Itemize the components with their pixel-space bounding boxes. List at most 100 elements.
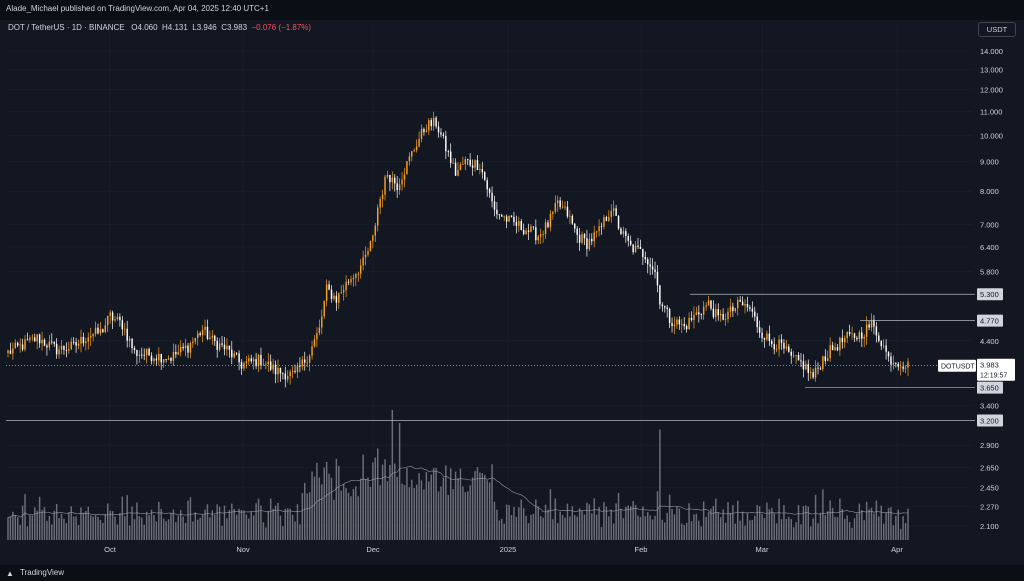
candle: [812, 372, 814, 378]
candle: [97, 327, 99, 334]
candle: [749, 307, 751, 309]
volume-bar: [124, 516, 126, 540]
volume-bar: [204, 509, 206, 540]
candle: [26, 339, 29, 341]
candle: [306, 362, 308, 364]
candle: [809, 372, 812, 374]
volume-bar: [116, 524, 119, 540]
candle: [620, 228, 622, 235]
candle: [559, 200, 561, 207]
volume-bar: [362, 454, 364, 540]
candle: [693, 314, 695, 320]
candle: [109, 312, 111, 316]
volume-bar: [683, 525, 685, 540]
candle: [425, 130, 428, 133]
candle: [554, 203, 557, 212]
volume-bar: [46, 520, 48, 540]
y-tick-label: 11.000: [980, 107, 1002, 116]
candle: [647, 259, 649, 265]
candle: [357, 273, 359, 275]
volume-bar: [824, 515, 827, 540]
x-tick-label: Mar: [756, 545, 769, 554]
volume-bar: [488, 482, 491, 540]
candle: [21, 344, 24, 350]
chart-area[interactable]: 14.000 13.000 12.000 11.000 10.000 9.000 8.000…: [0, 20, 1024, 565]
volume-bar: [870, 507, 873, 540]
candle: [715, 309, 717, 318]
volume-bar: [408, 487, 411, 540]
candle: [681, 323, 683, 325]
currency-selector[interactable]: USDT: [978, 22, 1016, 37]
volume-bar: [313, 476, 316, 540]
candle: [17, 342, 19, 346]
volume-bar: [902, 516, 904, 540]
candle: [291, 370, 294, 372]
candle: [595, 231, 598, 233]
candle: [530, 226, 532, 232]
volume-bar: [41, 509, 43, 540]
candle: [622, 231, 625, 235]
volume-bar: [289, 508, 291, 540]
volume-bar: [199, 517, 201, 540]
volume-bar: [897, 509, 899, 540]
volume-bar: [445, 465, 447, 540]
volume-bar: [705, 516, 707, 540]
volume-bar: [790, 519, 792, 540]
candle: [805, 364, 807, 370]
candle: [374, 225, 377, 236]
volume-bar: [885, 512, 887, 540]
volume-bar: [809, 526, 812, 540]
candle: [851, 333, 853, 335]
volume-bar: [423, 489, 425, 540]
candle: [576, 228, 578, 235]
candle: [265, 364, 267, 365]
candle: [890, 356, 892, 365]
candle: [868, 324, 870, 328]
ohlc-header: DOT / TetherUS · 1D · BINANCE O4.060 H4.…: [8, 23, 311, 32]
candle: [82, 336, 85, 344]
candle: [637, 245, 639, 247]
volume-bar: [265, 527, 267, 540]
x-tick-label: Nov: [236, 545, 250, 554]
volume-bar: [878, 516, 880, 540]
volume-bar: [561, 514, 564, 540]
volume-bar: [464, 492, 467, 540]
candle: [145, 348, 148, 355]
candle: [892, 362, 895, 365]
volume-bar: [817, 523, 819, 540]
volume-bar: [420, 480, 423, 540]
volume-bar: [593, 498, 595, 540]
candle: [352, 277, 355, 280]
footer-bar: ▲ TradingView: [0, 565, 1024, 581]
volume-bar: [763, 518, 766, 540]
candle: [505, 216, 508, 222]
price-axis: 14.000 13.000 12.000 11.000 10.000 9.000 8.000…: [980, 47, 1003, 531]
volume-bar: [311, 471, 313, 540]
candle: [719, 314, 722, 316]
volume-bar: [89, 515, 92, 540]
volume-bar: [406, 468, 408, 540]
y-tick-label: 2.900: [980, 441, 999, 450]
volume-bar: [386, 481, 389, 540]
candle: [695, 312, 698, 315]
volume-bar: [773, 513, 775, 540]
candle: [36, 334, 38, 342]
volume-bar: [192, 521, 194, 540]
candle: [566, 206, 569, 217]
volume-bar: [654, 515, 656, 540]
volume-bar: [868, 509, 870, 540]
candle: [99, 329, 102, 334]
candle: [372, 235, 374, 242]
candle: [827, 358, 829, 361]
volume-bar: [627, 505, 629, 540]
candle: [612, 208, 615, 211]
candle: [189, 343, 192, 353]
candle: [252, 359, 255, 362]
candle: [775, 349, 778, 351]
volume-bar: [661, 519, 664, 540]
candle: [355, 273, 357, 278]
candle: [758, 327, 761, 333]
volume-bar: [844, 518, 846, 540]
candlestick-chart[interactable]: 14.000 13.000 12.000 11.000 10.000 9.000 8.000…: [0, 20, 1024, 565]
volume-bar: [481, 473, 484, 540]
